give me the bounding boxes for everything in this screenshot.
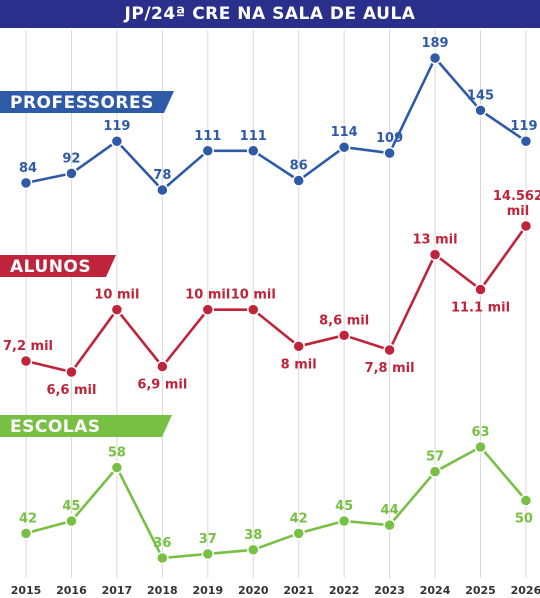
data-point-alunos-2022: [337, 329, 351, 342]
data-label-professores-2017: 119: [103, 119, 130, 134]
data-point-escolas-2019: [201, 547, 215, 561]
series-professores: PROFESSORES 84 92 119 78 111 111 86 114 109 189 145…: [0, 36, 538, 197]
data-label-alunos-2022: 8,6 mil: [319, 313, 369, 328]
data-label-escolas-2024: 57: [426, 450, 444, 465]
series-band-professores: [0, 91, 174, 113]
data-label-professores-2020: 111: [240, 129, 267, 144]
data-point-escolas-2026: [519, 494, 533, 507]
x-tick-label-2015: 2015: [11, 584, 42, 597]
data-point-escolas-2018: [156, 551, 169, 565]
data-point-alunos-2017: [110, 303, 124, 316]
data-point-alunos-2023: [383, 343, 396, 357]
data-point-escolas-2024: [428, 465, 442, 478]
data-point-professores-2026: [519, 134, 533, 148]
page-title: JP/24ª CRE NA SALA DE AULA: [0, 0, 540, 28]
x-tick-label-2020: 2020: [238, 584, 269, 597]
data-label-alunos-2021: 8 mil: [281, 357, 317, 372]
data-label-alunos-2025: 11.1 mil: [451, 300, 510, 315]
data-point-escolas-2021: [292, 527, 305, 540]
data-label-alunos-2026: 14.562 mil: [493, 189, 540, 219]
data-label-escolas-2015: 42: [19, 511, 37, 526]
data-label-professores-2021: 86: [290, 158, 308, 173]
x-tick-label-2024: 2024: [420, 584, 451, 597]
data-label-alunos-2019: 10 mil: [185, 288, 230, 303]
series-name-professores: PROFESSORES: [10, 93, 154, 113]
series-name-alunos: ALUNOS: [10, 257, 91, 277]
data-point-alunos-2016: [65, 365, 78, 379]
series-line-escolas: [25, 445, 527, 560]
data-label-escolas-2023: 44: [381, 503, 399, 518]
data-point-professores-2025: [474, 104, 487, 117]
series-name-escolas: ESCOLAS: [10, 417, 101, 437]
data-point-alunos-2021: [292, 340, 305, 353]
data-point-professores-2021: [292, 174, 305, 187]
data-label-professores-2015: 84: [19, 161, 37, 176]
data-point-alunos-2018: [156, 360, 169, 373]
data-point-alunos-2015: [19, 354, 33, 368]
data-label-alunos-2015: 7,2 mil: [3, 339, 53, 354]
data-point-professores-2015: [19, 176, 33, 190]
data-label-escolas-2016: 45: [62, 499, 80, 514]
x-tick-label-2026: 2026: [511, 584, 540, 597]
data-point-alunos-2025: [474, 283, 487, 296]
data-label-professores-2025: 145: [467, 88, 494, 103]
data-label-professores-2023: 109: [376, 131, 403, 146]
data-label-escolas-2019: 37: [199, 532, 217, 547]
data-point-professores-2018: [156, 183, 169, 197]
series-escolas: ESCOLAS 42 45 58 36 37 38 42 45 44 57 63 50: [0, 415, 533, 565]
series-line-professores: [25, 56, 527, 192]
x-tick-label-2023: 2023: [374, 584, 405, 597]
data-label-professores-2022: 114: [331, 125, 358, 140]
series-band-escolas: [0, 415, 172, 437]
data-point-escolas-2015: [19, 527, 33, 540]
x-tick-label-2017: 2017: [102, 584, 133, 597]
data-point-professores-2019: [201, 144, 215, 158]
data-point-professores-2016: [65, 167, 78, 180]
data-point-professores-2024: [428, 51, 442, 65]
x-tick-label-2025: 2025: [465, 584, 496, 597]
data-point-professores-2020: [247, 144, 260, 158]
data-point-professores-2022: [337, 140, 351, 154]
data-label-alunos-2024: 13 mil: [413, 233, 458, 248]
data-label-escolas-2020: 38: [244, 528, 262, 543]
x-tick-label-2018: 2018: [147, 584, 178, 597]
data-point-escolas-2017: [110, 461, 124, 474]
data-point-professores-2017: [110, 134, 124, 148]
data-point-escolas-2023: [383, 518, 396, 532]
data-label-escolas-2026: 50: [515, 511, 533, 526]
data-point-professores-2023: [383, 146, 396, 160]
data-label-escolas-2021: 42: [290, 511, 308, 526]
data-label-alunos-2023: 7,8 mil: [365, 361, 415, 376]
data-point-escolas-2022: [337, 514, 351, 528]
data-point-alunos-2020: [247, 303, 260, 316]
data-point-escolas-2020: [247, 543, 260, 557]
x-tick-label-2021: 2021: [283, 584, 314, 597]
data-label-alunos-2020: 10 mil: [231, 288, 276, 303]
data-label-professores-2016: 92: [62, 151, 80, 166]
series-line-alunos: [25, 225, 528, 374]
data-label-alunos-2018: 6,9 mil: [137, 377, 187, 392]
data-point-alunos-2024: [428, 248, 442, 261]
data-point-escolas-2016: [65, 514, 78, 528]
x-tick-label-2019: 2019: [192, 584, 223, 597]
data-point-alunos-2019: [201, 303, 215, 316]
data-point-escolas-2025: [474, 440, 487, 454]
data-point-alunos-2026: [519, 219, 533, 233]
data-label-escolas-2025: 63: [471, 425, 489, 440]
series-band-alunos: [0, 255, 116, 277]
data-label-professores-2026: 119: [510, 119, 537, 134]
data-label-professores-2019: 111: [194, 129, 221, 144]
data-label-alunos-2016: 6,6 mil: [46, 383, 96, 398]
data-label-escolas-2022: 45: [335, 499, 353, 514]
x-tick-label-2022: 2022: [329, 584, 360, 597]
data-label-escolas-2018: 36: [153, 536, 171, 551]
data-label-professores-2018: 78: [153, 168, 171, 183]
data-label-alunos-2017: 10 mil: [94, 288, 139, 303]
data-label-escolas-2017: 58: [108, 446, 126, 461]
data-label-professores-2024: 189: [421, 36, 448, 51]
x-tick-label-2016: 2016: [56, 584, 87, 597]
